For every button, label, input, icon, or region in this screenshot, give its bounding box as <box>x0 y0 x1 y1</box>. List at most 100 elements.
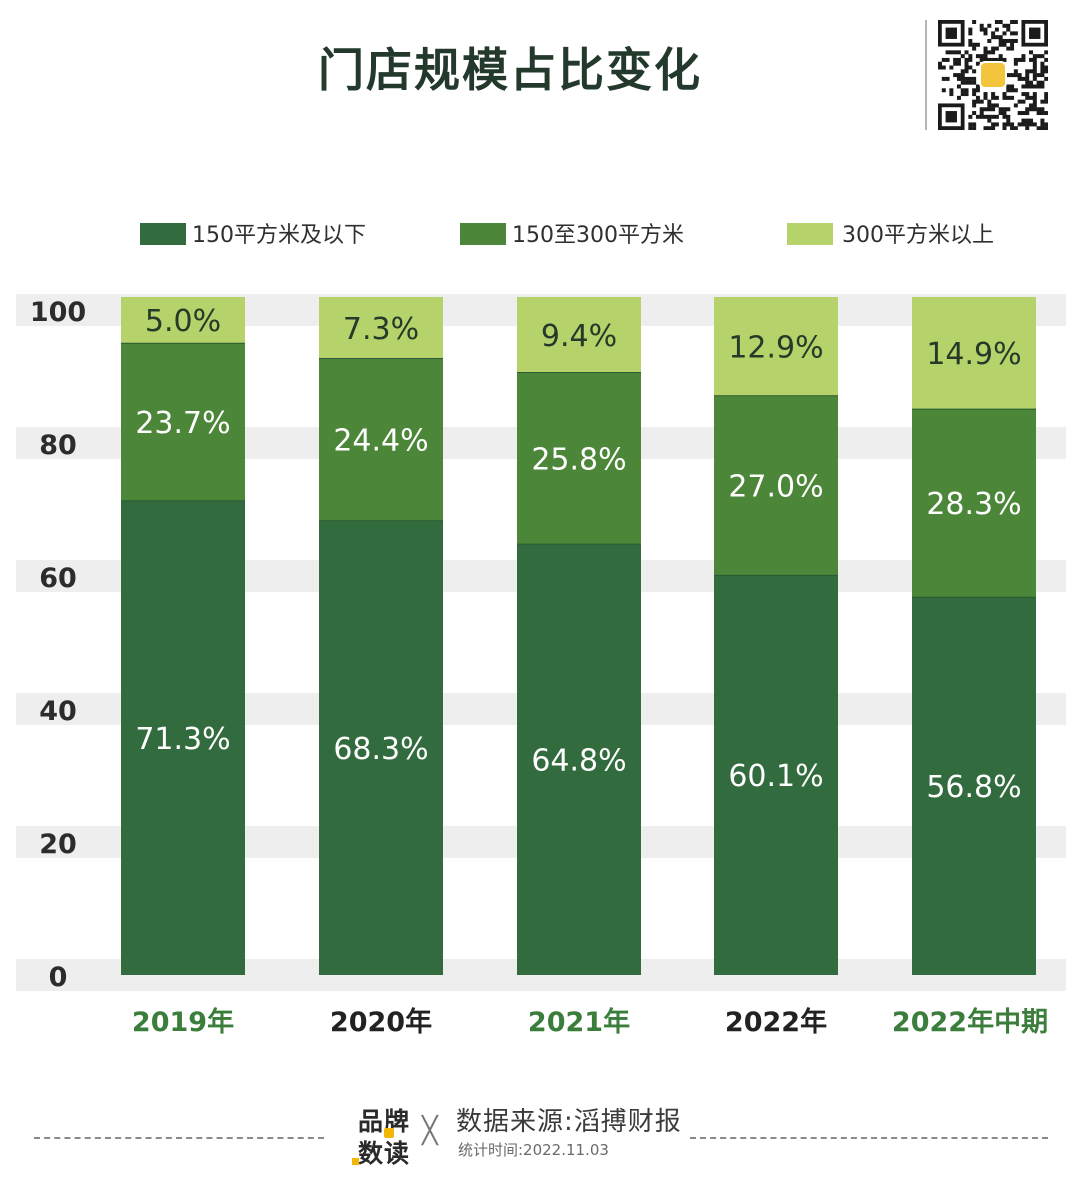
qr-module <box>1010 20 1015 24</box>
data-label: 9.4% <box>541 319 617 354</box>
qr-module <box>1025 84 1030 89</box>
brand-logo: 品牌 数读 <box>352 1102 416 1168</box>
qr-module <box>1029 118 1034 123</box>
qr-module <box>979 107 984 112</box>
bar-segment <box>912 297 1036 410</box>
qr-module <box>1013 31 1018 36</box>
legend-swatch-1 <box>460 223 506 245</box>
qr-module <box>1013 20 1018 24</box>
qr-module <box>991 114 996 119</box>
qr-module <box>1036 84 1041 89</box>
qr-module <box>956 84 961 89</box>
qr-module <box>1044 92 1049 97</box>
data-label: 5.0% <box>145 304 221 339</box>
bar-segment <box>517 544 641 975</box>
qr-module <box>941 57 946 62</box>
data-label: 28.3% <box>926 487 1021 522</box>
qr-module <box>956 95 961 100</box>
x-tick-label: 2020年 <box>330 1006 432 1038</box>
qr-module <box>964 80 969 85</box>
qr-module <box>983 114 988 119</box>
qr-module <box>1029 95 1034 100</box>
qr-module <box>968 114 973 119</box>
qr-module <box>1006 88 1011 93</box>
qr-code-graphic <box>938 20 1049 131</box>
qr-module <box>972 76 977 81</box>
qr-module <box>991 50 996 55</box>
qr-module <box>1036 80 1041 85</box>
qr-module <box>979 99 984 104</box>
qr-finder-core <box>1029 27 1041 39</box>
qr-module <box>1002 42 1007 47</box>
qr-module <box>1032 65 1037 70</box>
bar-segment <box>121 297 245 344</box>
qr-module <box>1010 88 1015 93</box>
data-label: 27.0% <box>728 470 823 505</box>
qr-module <box>956 57 961 62</box>
qr-module <box>1013 126 1018 131</box>
qr-module <box>983 92 988 97</box>
qr-module <box>964 65 969 70</box>
qr-module <box>983 126 988 131</box>
qr-module <box>964 88 969 93</box>
qr-module <box>1002 114 1007 119</box>
qr-module <box>938 61 942 66</box>
qr-module <box>1010 95 1015 100</box>
bar-segment <box>714 395 838 576</box>
qr-module <box>1036 126 1041 131</box>
qr-code <box>938 20 1049 131</box>
qr-module <box>975 84 980 89</box>
qr-module <box>949 92 954 97</box>
qr-module <box>968 38 973 43</box>
qr-module <box>991 95 996 100</box>
footer-divider-left <box>34 1137 324 1139</box>
legend-swatch-2 <box>787 223 833 245</box>
qr-module <box>1040 107 1045 112</box>
qr-module <box>983 27 988 32</box>
qr-module <box>1002 57 1007 62</box>
qr-module <box>994 57 999 62</box>
qr-module <box>960 76 965 81</box>
qr-module <box>975 114 980 119</box>
y-tick-label: 20 <box>39 829 77 860</box>
qr-module <box>1021 92 1026 97</box>
qr-module <box>1029 69 1034 74</box>
qr-module <box>972 122 977 127</box>
qr-module <box>1025 92 1030 97</box>
qr-module <box>1036 73 1041 78</box>
qr-module <box>1010 122 1015 127</box>
qr-module <box>1006 107 1011 112</box>
qr-module <box>1010 42 1015 47</box>
qr-module <box>979 27 984 32</box>
qr-module <box>1036 107 1041 112</box>
qr-module <box>987 23 992 28</box>
brand-logo-accent <box>384 1128 394 1138</box>
qr-module <box>1029 103 1034 108</box>
qr-module <box>983 31 988 36</box>
qr-module <box>991 57 996 62</box>
qr-module <box>972 69 977 74</box>
qr-module <box>1010 84 1015 89</box>
qr-module <box>975 61 980 66</box>
qr-module <box>1013 38 1018 43</box>
brand-logo-line2: 数读 <box>358 1139 411 1168</box>
qr-module <box>1017 76 1022 81</box>
qr-module <box>972 46 977 51</box>
qr-module <box>956 50 961 55</box>
qr-module <box>972 42 977 47</box>
qr-module <box>1021 54 1026 59</box>
bar-segment <box>121 500 245 975</box>
data-label: 7.3% <box>343 312 419 347</box>
data-label: 64.8% <box>531 744 626 779</box>
qr-module <box>975 54 980 59</box>
qr-module <box>991 107 996 112</box>
qr-module <box>979 57 984 62</box>
qr-module <box>975 95 980 100</box>
qr-module <box>1044 126 1049 131</box>
footer-divider-right <box>690 1137 1048 1139</box>
qr-module <box>956 76 961 81</box>
qr-module <box>964 57 969 62</box>
qr-module <box>964 76 969 81</box>
qr-module <box>1017 99 1022 104</box>
qr-module <box>968 80 973 85</box>
